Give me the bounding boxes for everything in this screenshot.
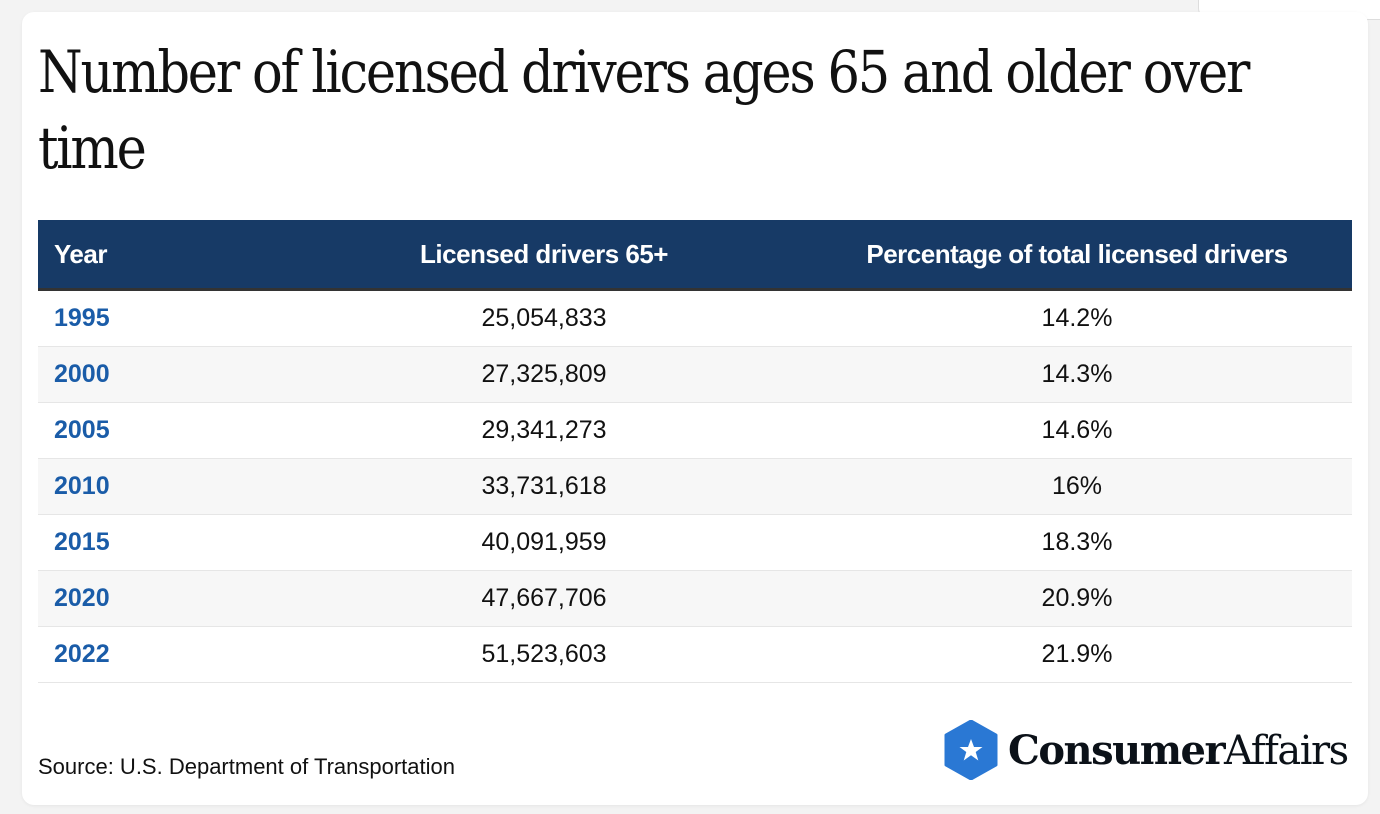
percentage-cell: 21.9% <box>802 626 1352 683</box>
percentage-cell: 14.3% <box>802 346 1352 403</box>
licensed-drivers-cell: 51,523,603 <box>286 626 802 683</box>
year-cell: 2000 <box>38 346 286 403</box>
source-note: Source: U.S. Department of Transportatio… <box>38 754 455 779</box>
licensed-drivers-cell: 25,054,833 <box>286 289 802 347</box>
table-row: 2022 51,523,603 21.9% <box>38 626 1352 683</box>
logo-text-regular: Affairs <box>1224 727 1349 774</box>
table-row: 2020 47,667,706 20.9% <box>38 570 1352 627</box>
logo-wordmark: ConsumerAffairs <box>1008 726 1349 774</box>
table-header-row: Year Licensed drivers 65+ Percentage of … <box>38 220 1352 291</box>
licensed-drivers-cell: 27,325,809 <box>286 346 802 403</box>
year-cell: 2020 <box>38 570 286 627</box>
header-licensed-drivers: Licensed drivers 65+ <box>286 220 802 291</box>
year-cell: 2022 <box>38 626 286 683</box>
table-row: 2015 40,091,959 18.3% <box>38 514 1352 571</box>
star-hexagon-icon <box>944 720 998 780</box>
logo-text-bold: Consumer <box>1008 726 1226 774</box>
page-title: Number of licensed drivers ages 65 and o… <box>38 38 1250 182</box>
percentage-cell: 14.6% <box>802 402 1352 459</box>
year-cell: 1995 <box>38 289 286 347</box>
drivers-table: Year Licensed drivers 65+ Percentage of … <box>38 220 1352 683</box>
percentage-cell: 18.3% <box>802 514 1352 571</box>
percentage-cell: 20.9% <box>802 570 1352 627</box>
header-percentage: Percentage of total licensed drivers <box>802 220 1352 291</box>
table-card: Number of licensed drivers ages 65 and o… <box>22 12 1368 805</box>
header-year: Year <box>38 220 286 291</box>
percentage-cell: 16% <box>802 458 1352 515</box>
licensed-drivers-cell: 29,341,273 <box>286 402 802 459</box>
table-row: 2000 27,325,809 14.3% <box>38 346 1352 403</box>
consumeraffairs-logo: ConsumerAffairs <box>944 720 1349 780</box>
table-row: 2005 29,341,273 14.6% <box>38 402 1352 459</box>
licensed-drivers-cell: 33,731,618 <box>286 458 802 515</box>
year-cell: 2005 <box>38 402 286 459</box>
licensed-drivers-cell: 47,667,706 <box>286 570 802 627</box>
year-cell: 2010 <box>38 458 286 515</box>
year-cell: 2015 <box>38 514 286 571</box>
licensed-drivers-cell: 40,091,959 <box>286 514 802 571</box>
table-row: 1995 25,054,833 14.2% <box>38 289 1352 347</box>
table-row: 2010 33,731,618 16% <box>38 458 1352 515</box>
percentage-cell: 14.2% <box>802 289 1352 347</box>
